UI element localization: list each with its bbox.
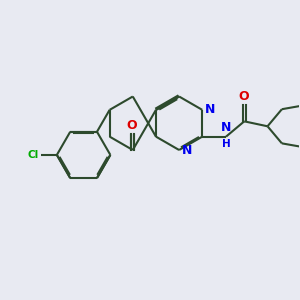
- Text: O: O: [238, 90, 249, 103]
- Text: O: O: [127, 118, 137, 132]
- Text: H: H: [222, 139, 230, 149]
- Text: N: N: [182, 144, 192, 157]
- Text: Cl: Cl: [28, 150, 39, 160]
- Text: N: N: [221, 121, 231, 134]
- Text: N: N: [205, 103, 215, 116]
